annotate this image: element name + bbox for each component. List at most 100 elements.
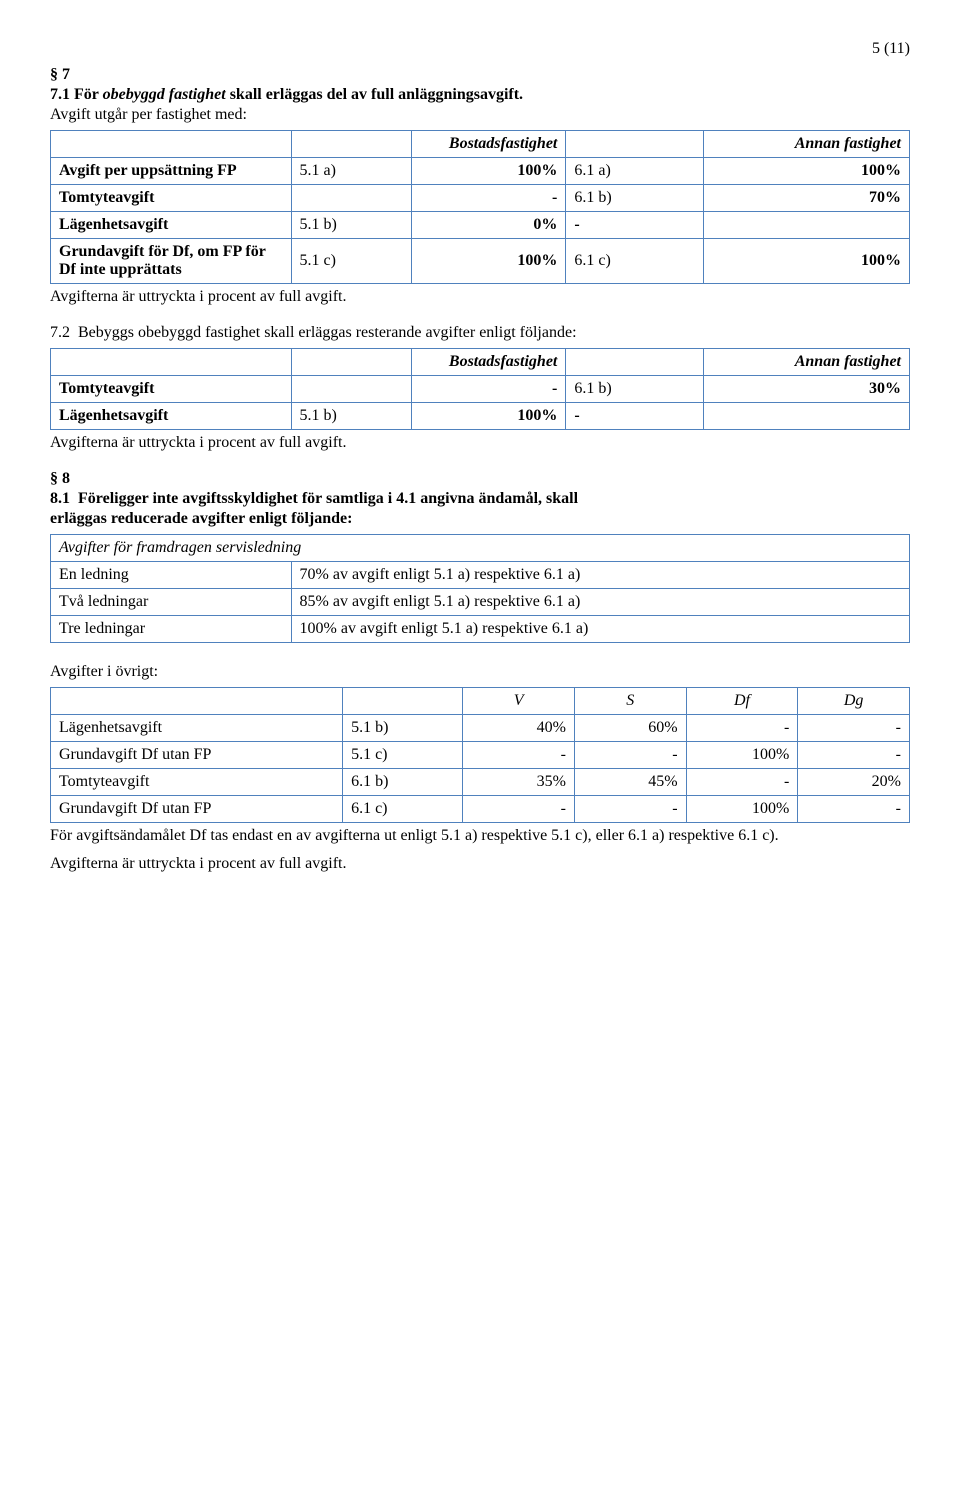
section-7-heading: § 7 xyxy=(50,66,910,84)
row-label: Lägenhetsavgift xyxy=(51,715,343,742)
clause-8-1-num: 8.1 xyxy=(50,490,70,507)
note-7-2: Avgifterna är uttryckta i procent av ful… xyxy=(50,434,910,452)
row-label: Grundavgift för Df, om FP för Df inte up… xyxy=(51,239,292,284)
cell xyxy=(703,403,909,430)
row-label: En ledning xyxy=(51,562,292,589)
table-row: Grundavgift Df utan FP 5.1 c) - - 100% - xyxy=(51,742,910,769)
table-row: Tomtyteavgift - 6.1 b) 30% xyxy=(51,376,910,403)
clause-7-1-pre: För xyxy=(74,86,103,103)
cell: - xyxy=(686,769,798,796)
cell: 20% xyxy=(798,769,910,796)
table-row: Två ledningar 85% av avgift enligt 5.1 a… xyxy=(51,589,910,616)
cell: 100% xyxy=(703,158,909,185)
cell: 6.1 c) xyxy=(343,796,463,823)
cell: - xyxy=(463,742,575,769)
footnote-df: För avgiftsändamålet Df tas endast en av… xyxy=(50,827,910,845)
table-row: Avgifter för framdragen servisledning xyxy=(51,535,910,562)
clause-8-1-text1: Föreligger inte avgiftsskyldighet för sa… xyxy=(78,490,578,507)
clause-7-1: 7.1 För obebyggd fastighet skall erlägga… xyxy=(50,86,910,104)
cell: 5.1 b) xyxy=(343,715,463,742)
note-7-1: Avgifterna är uttryckta i procent av ful… xyxy=(50,288,910,306)
row-label: Grundavgift Df utan FP xyxy=(51,796,343,823)
row-label: Tomtyteavgift xyxy=(51,376,292,403)
col-Dg: Dg xyxy=(798,688,910,715)
row-label: Avgift per uppsättning FP xyxy=(51,158,292,185)
cell: 100% xyxy=(686,796,798,823)
cell: 100% av avgift enligt 5.1 a) respektive … xyxy=(291,616,909,643)
cell: 40% xyxy=(463,715,575,742)
table-row: Lägenhetsavgift 5.1 b) 40% 60% - - xyxy=(51,715,910,742)
row-label: Tomtyteavgift xyxy=(51,185,292,212)
col-S: S xyxy=(574,688,686,715)
cell: 6.1 a) xyxy=(566,158,703,185)
cell: 45% xyxy=(574,769,686,796)
cell: 70% av avgift enligt 5.1 a) respektive 6… xyxy=(291,562,909,589)
footnote-percent: Avgifterna är uttryckta i procent av ful… xyxy=(50,855,910,873)
cell: 5.1 b) xyxy=(291,212,411,239)
cell: - xyxy=(463,796,575,823)
cell: 60% xyxy=(574,715,686,742)
table-row: Tre ledningar 100% av avgift enligt 5.1 … xyxy=(51,616,910,643)
cell xyxy=(703,212,909,239)
col-bostad: Bostadsfastighet xyxy=(411,349,566,376)
cell: - xyxy=(574,742,686,769)
row-label: Tomtyteavgift xyxy=(51,769,343,796)
servis-heading: Avgifter för framdragen servisledning xyxy=(51,535,910,562)
col-annan: Annan fastighet xyxy=(703,131,909,158)
col-V: V xyxy=(463,688,575,715)
row-label: Tre ledningar xyxy=(51,616,292,643)
clause-7-2-num: 7.2 xyxy=(50,324,70,341)
cell: - xyxy=(798,796,910,823)
cell: 5.1 a) xyxy=(291,158,411,185)
table-row: V S Df Dg xyxy=(51,688,910,715)
cell: - xyxy=(798,715,910,742)
cell: 100% xyxy=(703,239,909,284)
clause-8-1-line1: 8.1 Föreligger inte avgiftsskyldighet fö… xyxy=(50,490,910,508)
cell: 6.1 b) xyxy=(343,769,463,796)
cell: 35% xyxy=(463,769,575,796)
clause-7-1-italic: obebyggd fastighet xyxy=(103,86,226,103)
cell: 5.1 c) xyxy=(291,239,411,284)
cell: - xyxy=(798,742,910,769)
cell: - xyxy=(574,796,686,823)
table-7-2: Bostadsfastighet Annan fastighet Tomtyte… xyxy=(50,348,910,430)
cell xyxy=(291,376,411,403)
table-row: Bostadsfastighet Annan fastighet xyxy=(51,131,910,158)
row-label: Grundavgift Df utan FP xyxy=(51,742,343,769)
table-row: Lägenhetsavgift 5.1 b) 0% - xyxy=(51,212,910,239)
cell: - xyxy=(686,715,798,742)
cell: 85% av avgift enligt 5.1 a) respektive 6… xyxy=(291,589,909,616)
table-row: Avgift per uppsättning FP 5.1 a) 100% 6.… xyxy=(51,158,910,185)
col-annan: Annan fastighet xyxy=(703,349,909,376)
cell: 6.1 b) xyxy=(566,376,703,403)
col-bostad: Bostadsfastighet xyxy=(411,131,566,158)
row-label: Lägenhetsavgift xyxy=(51,403,292,430)
clause-8-1-line2: erläggas reducerade avgifter enligt följ… xyxy=(50,510,910,528)
cell: 100% xyxy=(411,239,566,284)
cell xyxy=(291,185,411,212)
page-number: 5 (11) xyxy=(50,40,910,58)
cell: 30% xyxy=(703,376,909,403)
table-row: Tomtyteavgift - 6.1 b) 70% xyxy=(51,185,910,212)
table-row: Bostadsfastighet Annan fastighet xyxy=(51,349,910,376)
cell: 5.1 b) xyxy=(291,403,411,430)
table-ovrigt: V S Df Dg Lägenhetsavgift 5.1 b) 40% 60%… xyxy=(50,687,910,823)
cell: 70% xyxy=(703,185,909,212)
section-8-heading: § 8 xyxy=(50,470,910,488)
cell: 100% xyxy=(411,158,566,185)
clause-7-2: 7.2 Bebyggs obebyggd fastighet skall erl… xyxy=(50,324,910,342)
table-servis: Avgifter för framdragen servisledning En… xyxy=(50,534,910,643)
table-row: Grundavgift Df utan FP 6.1 c) - - 100% - xyxy=(51,796,910,823)
table-row: Lägenhetsavgift 5.1 b) 100% - xyxy=(51,403,910,430)
cell: 5.1 c) xyxy=(343,742,463,769)
table-row: En ledning 70% av avgift enligt 5.1 a) r… xyxy=(51,562,910,589)
clause-7-1-rest: skall erläggas del av full anläggningsav… xyxy=(226,86,523,103)
cell: - xyxy=(411,185,566,212)
ovrigt-heading: Avgifter i övrigt: xyxy=(50,663,910,681)
cell: 0% xyxy=(411,212,566,239)
per-fastighet-line: Avgift utgår per fastighet med: xyxy=(50,106,910,124)
table-row: Grundavgift för Df, om FP för Df inte up… xyxy=(51,239,910,284)
row-label: Två ledningar xyxy=(51,589,292,616)
cell: 100% xyxy=(686,742,798,769)
cell: 6.1 c) xyxy=(566,239,703,284)
